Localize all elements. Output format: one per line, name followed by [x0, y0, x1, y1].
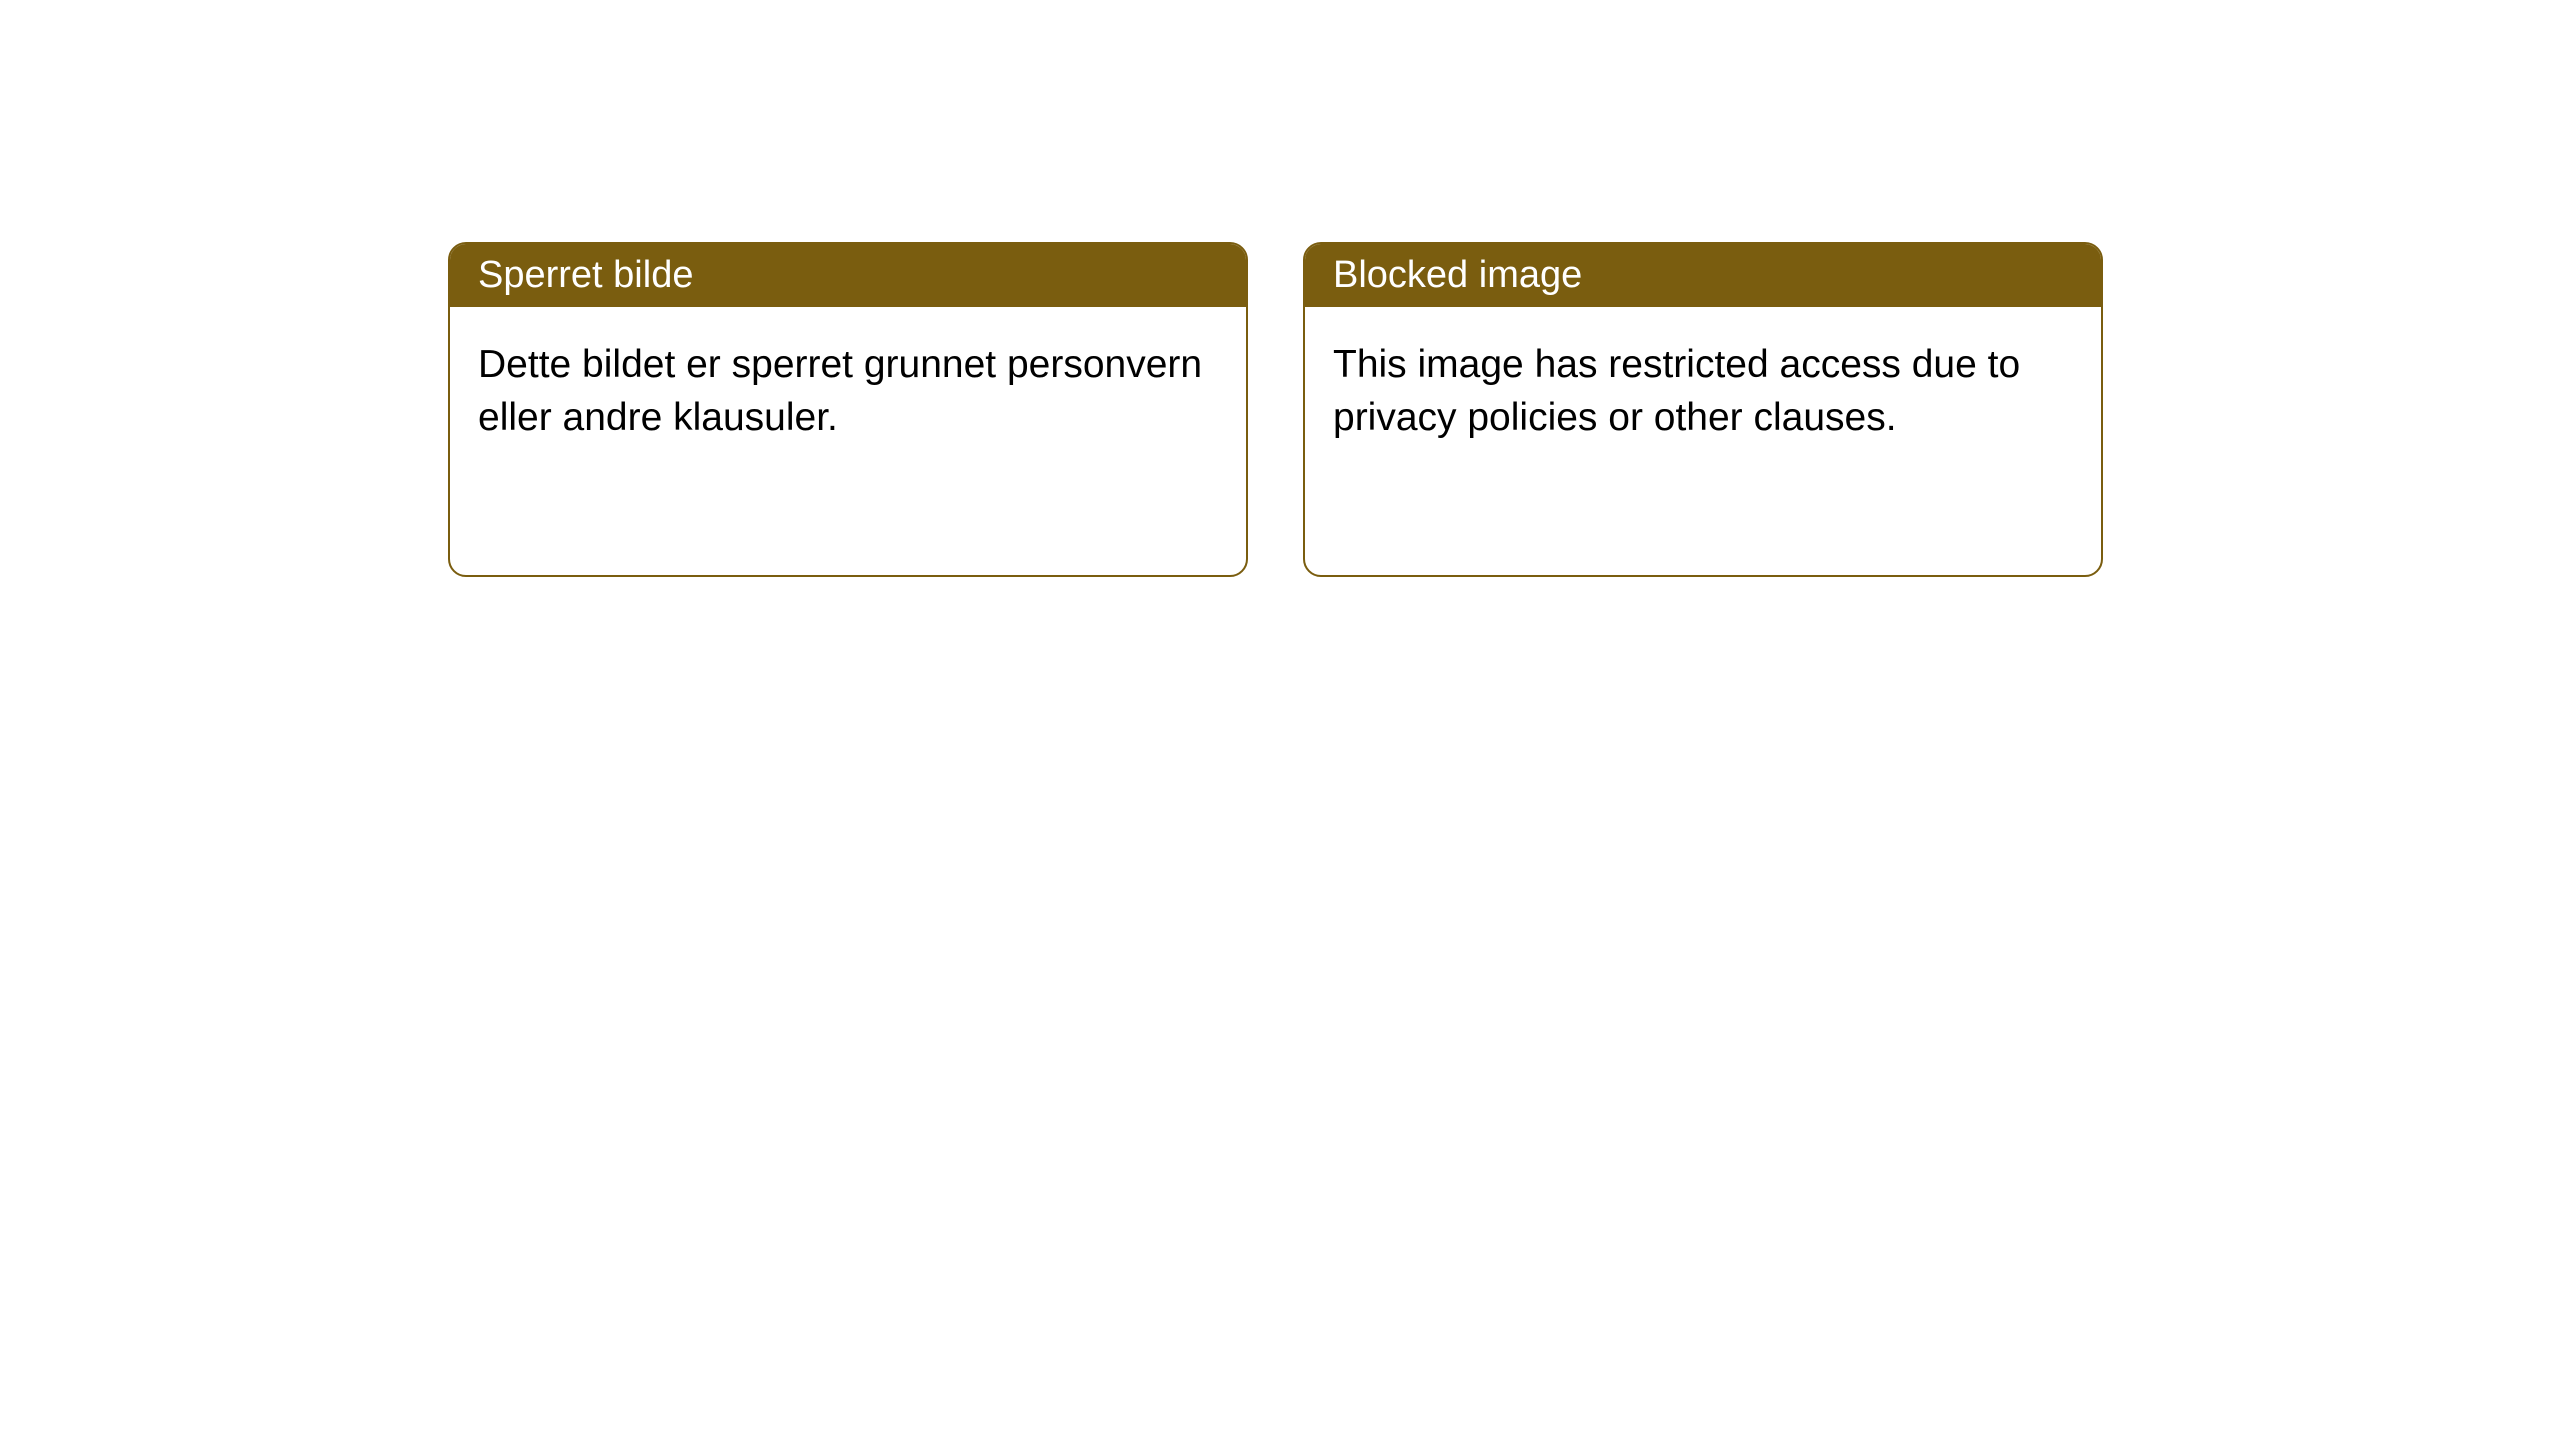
notice-card-header: Blocked image: [1305, 244, 2101, 307]
notice-card-english: Blocked image This image has restricted …: [1303, 242, 2103, 577]
notice-cards-container: Sperret bilde Dette bildet er sperret gr…: [448, 242, 2103, 577]
notice-card-header: Sperret bilde: [450, 244, 1246, 307]
notice-card-norwegian: Sperret bilde Dette bildet er sperret gr…: [448, 242, 1248, 577]
notice-card-body: Dette bildet er sperret grunnet personve…: [450, 307, 1246, 476]
notice-card-body: This image has restricted access due to …: [1305, 307, 2101, 476]
